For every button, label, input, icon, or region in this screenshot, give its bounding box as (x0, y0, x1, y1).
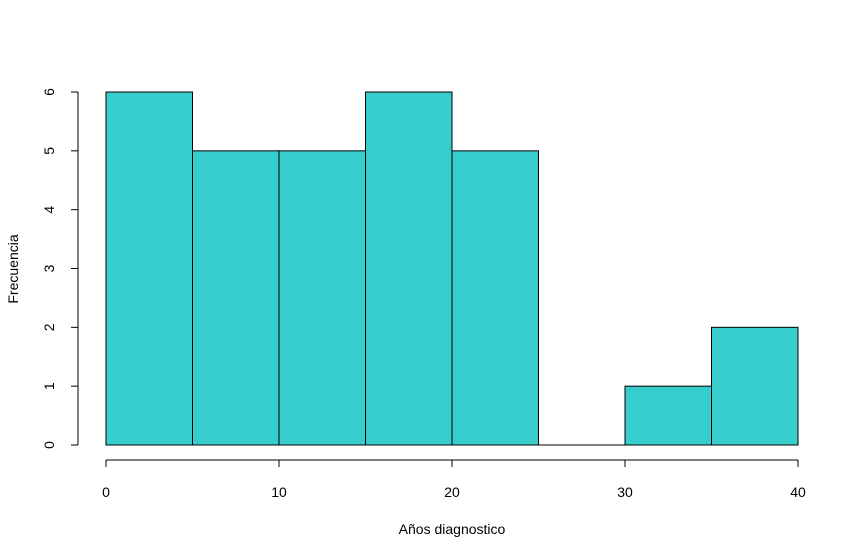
x-tick-label: 30 (617, 484, 633, 500)
bars-group (105, 91, 799, 446)
histogram-bar (105, 91, 193, 446)
y-tick-label: 6 (41, 88, 57, 96)
histogram-bar (278, 150, 366, 446)
x-axis-title: Años diagnostico (399, 521, 506, 537)
histogram-bar (711, 326, 799, 446)
x-tick-label: 0 (102, 484, 110, 500)
y-axis-title: Frecuencia (5, 234, 21, 303)
x-tick-label: 10 (271, 484, 287, 500)
y-axis: 0 1 2 3 4 5 6 (41, 88, 79, 449)
histogram-bar (192, 150, 280, 446)
x-tick-label: 20 (444, 484, 460, 500)
y-tick-label: 3 (41, 264, 57, 272)
x-tick-label: 40 (790, 484, 806, 500)
histogram-bar (451, 150, 539, 446)
histogram-bar (365, 91, 453, 446)
y-tick-label: 0 (41, 441, 57, 449)
histogram-bar (624, 385, 712, 446)
y-tick-label: 4 (41, 206, 57, 214)
y-tick-label: 2 (41, 323, 57, 331)
y-tick-label: 5 (41, 147, 57, 155)
x-axis: 0 10 20 30 40 (102, 459, 806, 500)
y-tick-label: 1 (41, 382, 57, 390)
